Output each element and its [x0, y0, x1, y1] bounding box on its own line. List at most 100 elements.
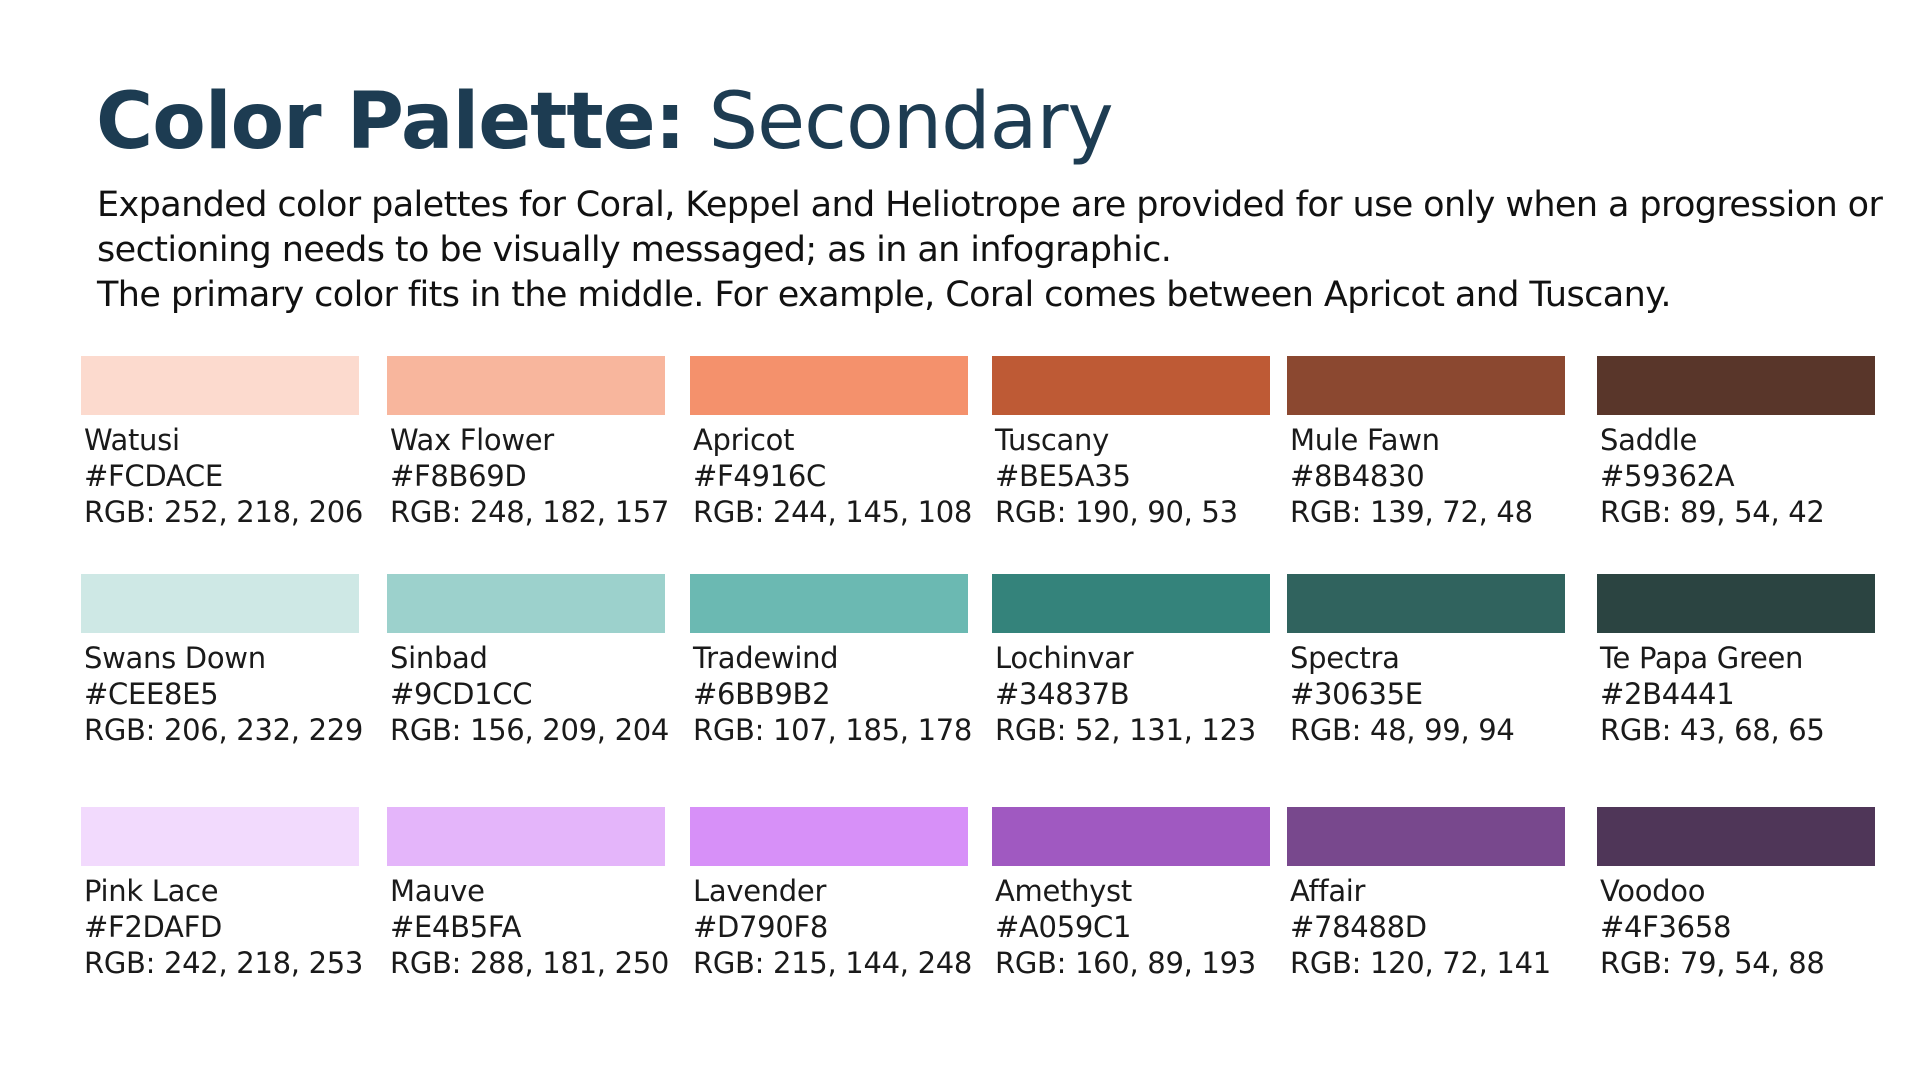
swatch-card: Pink Lace #F2DAFD RGB: 242, 218, 253 [81, 807, 364, 981]
swatch-name: Affair [1290, 874, 1366, 908]
swatch-label: Saddle #59362A RGB: 89, 54, 42 [1600, 422, 1875, 530]
swatch-rgb: RGB: 190, 90, 53 [995, 495, 1238, 529]
swatch-hex: #34837B [995, 677, 1130, 711]
swatch-name: Amethyst [995, 874, 1132, 908]
swatch-hex: #6BB9B2 [693, 677, 831, 711]
swatch-rgb: RGB: 242, 218, 253 [84, 946, 364, 980]
color-swatch [992, 574, 1270, 633]
swatch-name: Spectra [1290, 641, 1400, 675]
swatch-name: Lochinvar [995, 641, 1134, 675]
swatch-label: Lavender #D790F8 RGB: 215, 144, 248 [693, 873, 973, 981]
swatch-name: Pink Lace [84, 874, 219, 908]
description: Expanded color palettes for Coral, Keppe… [97, 183, 1897, 318]
color-swatch [1287, 807, 1565, 866]
description-line-2: The primary color fits in the middle. Fo… [97, 275, 1671, 315]
title-light: Secondary [684, 77, 1114, 167]
swatch-card: Apricot #F4916C RGB: 244, 145, 108 [690, 356, 972, 530]
swatch-label: Wax Flower #F8B69D RGB: 248, 182, 157 [390, 422, 670, 530]
swatch-name: Voodoo [1600, 874, 1706, 908]
swatch-rgb: RGB: 206, 232, 229 [84, 713, 364, 747]
swatch-card: Lochinvar #34837B RGB: 52, 131, 123 [992, 574, 1270, 748]
swatch-rgb: RGB: 288, 181, 250 [390, 946, 670, 980]
swatch-label: Lochinvar #34837B RGB: 52, 131, 123 [995, 640, 1270, 748]
swatch-rgb: RGB: 107, 185, 178 [693, 713, 973, 747]
color-swatch [1597, 356, 1875, 415]
swatch-card: Amethyst #A059C1 RGB: 160, 89, 193 [992, 807, 1270, 981]
color-swatch [690, 807, 968, 866]
swatch-label: Voodoo #4F3658 RGB: 79, 54, 88 [1600, 873, 1875, 981]
swatch-rgb: RGB: 156, 209, 204 [390, 713, 670, 747]
swatch-rgb: RGB: 252, 218, 206 [84, 495, 364, 529]
swatch-card: Wax Flower #F8B69D RGB: 248, 182, 157 [387, 356, 670, 530]
swatch-hex: #2B4441 [1600, 677, 1735, 711]
swatch-name: Te Papa Green [1600, 641, 1804, 675]
swatch-rgb: RGB: 48, 99, 94 [1290, 713, 1515, 747]
swatch-name: Swans Down [84, 641, 266, 675]
swatch-rgb: RGB: 248, 182, 157 [390, 495, 670, 529]
swatch-name: Wax Flower [390, 423, 554, 457]
color-swatch [387, 807, 665, 866]
swatch-card: Tradewind #6BB9B2 RGB: 107, 185, 178 [690, 574, 973, 748]
swatch-rgb: RGB: 139, 72, 48 [1290, 495, 1533, 529]
swatch-name: Mule Fawn [1290, 423, 1440, 457]
swatch-rgb: RGB: 215, 144, 248 [693, 946, 973, 980]
swatch-card: Tuscany #BE5A35 RGB: 190, 90, 53 [992, 356, 1270, 530]
page-title: Color Palette: Secondary [96, 74, 1114, 170]
swatch-label: Sinbad #9CD1CC RGB: 156, 209, 204 [390, 640, 670, 748]
swatch-row-heliotrope: Pink Lace #F2DAFD RGB: 242, 218, 253 Mauve… [81, 807, 1881, 1007]
swatch-hex: #CEE8E5 [84, 677, 219, 711]
swatch-label: Mule Fawn #8B4830 RGB: 139, 72, 48 [1290, 422, 1565, 530]
swatch-hex: #FCDACE [84, 459, 223, 493]
swatch-name: Mauve [390, 874, 485, 908]
swatch-label: Tuscany #BE5A35 RGB: 190, 90, 53 [995, 422, 1270, 530]
swatch-name: Tradewind [693, 641, 839, 675]
swatch-card: Lavender #D790F8 RGB: 215, 144, 248 [690, 807, 973, 981]
color-swatch [992, 356, 1270, 415]
swatch-hex: #8B4830 [1290, 459, 1425, 493]
swatch-hex: #59362A [1600, 459, 1735, 493]
swatch-row-coral: Watusi #FCDACE RGB: 252, 218, 206 Wax Flow… [81, 356, 1881, 556]
color-swatch [387, 574, 665, 633]
swatch-rgb: RGB: 89, 54, 42 [1600, 495, 1825, 529]
swatch-label: Affair #78488D RGB: 120, 72, 141 [1290, 873, 1565, 981]
swatch-rgb: RGB: 79, 54, 88 [1600, 946, 1825, 980]
swatch-card: Sinbad #9CD1CC RGB: 156, 209, 204 [387, 574, 670, 748]
swatch-hex: #30635E [1290, 677, 1423, 711]
title-bold: Color Palette [96, 77, 656, 167]
color-swatch [1597, 807, 1875, 866]
swatch-rgb: RGB: 120, 72, 141 [1290, 946, 1551, 980]
swatch-card: Mauve #E4B5FA RGB: 288, 181, 250 [387, 807, 670, 981]
swatch-name: Tuscany [995, 423, 1109, 457]
color-swatch [690, 356, 968, 415]
swatch-label: Apricot #F4916C RGB: 244, 145, 108 [693, 422, 972, 530]
color-swatch [81, 574, 359, 633]
swatch-hex: #E4B5FA [390, 910, 522, 944]
swatch-rgb: RGB: 43, 68, 65 [1600, 713, 1825, 747]
swatch-hex: #F8B69D [390, 459, 527, 493]
swatch-label: Te Papa Green #2B4441 RGB: 43, 68, 65 [1600, 640, 1875, 748]
swatch-label: Tradewind #6BB9B2 RGB: 107, 185, 178 [693, 640, 973, 748]
color-swatch [992, 807, 1270, 866]
swatch-card: Spectra #30635E RGB: 48, 99, 94 [1287, 574, 1565, 748]
swatch-name: Apricot [693, 423, 795, 457]
color-swatch [1597, 574, 1875, 633]
swatch-label: Mauve #E4B5FA RGB: 288, 181, 250 [390, 873, 670, 981]
swatch-rgb: RGB: 52, 131, 123 [995, 713, 1256, 747]
swatch-card: Te Papa Green #2B4441 RGB: 43, 68, 65 [1597, 574, 1875, 748]
swatch-hex: #F2DAFD [84, 910, 223, 944]
swatch-label: Amethyst #A059C1 RGB: 160, 89, 193 [995, 873, 1270, 981]
swatch-label: Swans Down #CEE8E5 RGB: 206, 232, 229 [84, 640, 364, 748]
swatch-hex: #BE5A35 [995, 459, 1131, 493]
swatch-hex: #78488D [1290, 910, 1427, 944]
swatch-label: Spectra #30635E RGB: 48, 99, 94 [1290, 640, 1565, 748]
swatch-row-keppel: Swans Down #CEE8E5 RGB: 206, 232, 229 Sinb… [81, 574, 1881, 774]
swatch-rgb: RGB: 160, 89, 193 [995, 946, 1256, 980]
swatch-hex: #A059C1 [995, 910, 1132, 944]
swatch-hex: #4F3658 [1600, 910, 1732, 944]
color-swatch [81, 807, 359, 866]
swatch-card: Mule Fawn #8B4830 RGB: 139, 72, 48 [1287, 356, 1565, 530]
swatch-card: Saddle #59362A RGB: 89, 54, 42 [1597, 356, 1875, 530]
swatch-name: Sinbad [390, 641, 488, 675]
swatch-card: Swans Down #CEE8E5 RGB: 206, 232, 229 [81, 574, 364, 748]
color-swatch [81, 356, 359, 415]
